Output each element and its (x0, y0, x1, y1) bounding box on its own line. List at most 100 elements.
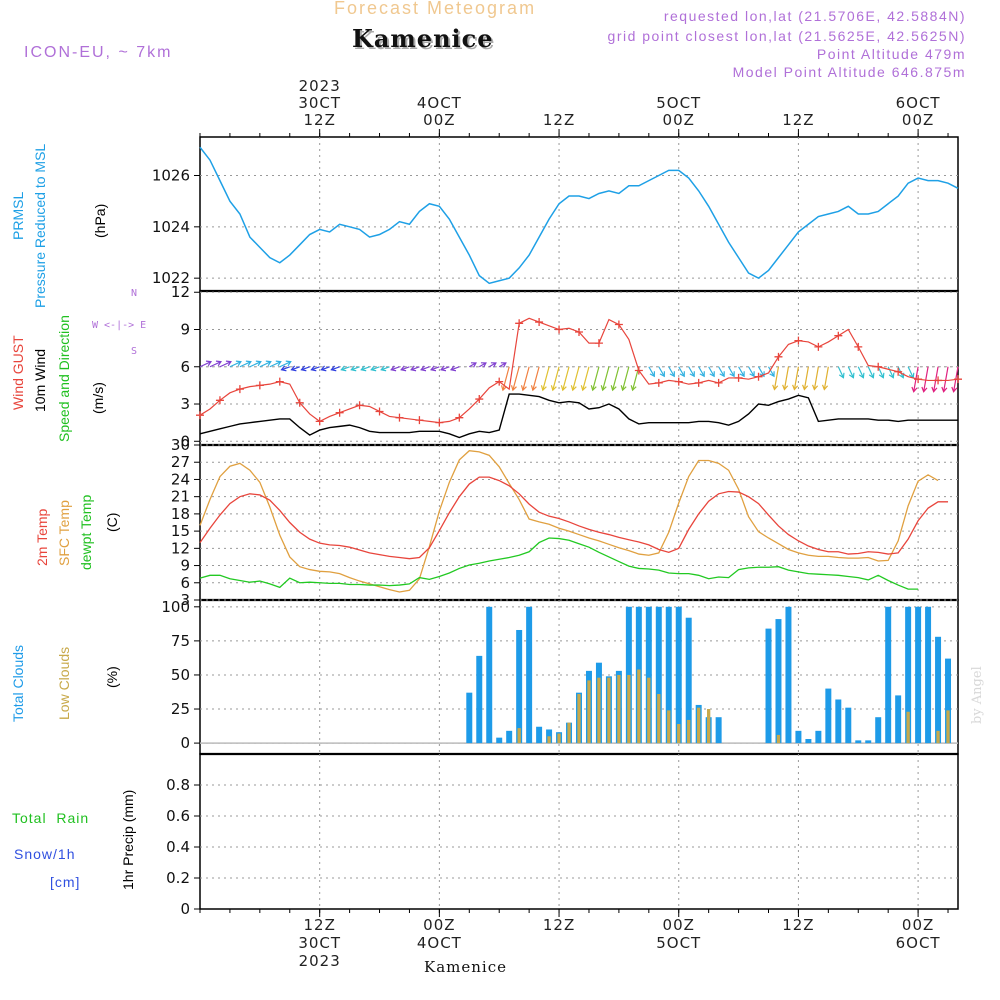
total-cloud-bar (795, 730, 802, 744)
wind-arrow-head (689, 371, 695, 378)
wind-arrow-head (265, 360, 272, 367)
wind-arrow-head (550, 385, 557, 392)
wind-arrow-head (205, 360, 213, 367)
low-cloud-bar (697, 707, 701, 744)
wind-direction-arrow (738, 366, 745, 377)
wind-arrow-head (380, 365, 387, 372)
wind-direction-arrow (440, 366, 450, 371)
wind-direction-arrow (793, 366, 800, 390)
prmsl-line (199, 146, 959, 285)
wind-direction-arrow (390, 366, 400, 371)
y-tick-label-3: 0 (180, 734, 190, 752)
y-tick-label-0: 1022 (152, 269, 190, 287)
wind-arrow-head (848, 372, 855, 379)
wind-arrow-head (280, 365, 287, 372)
wind-direction-arrow (783, 366, 790, 390)
wind-direction-arrow (450, 366, 460, 371)
bottom-time-label: 30CT (298, 934, 341, 952)
wind-direction-arrow (718, 366, 725, 377)
gust-marker (475, 395, 484, 404)
gust-marker (315, 417, 324, 426)
gust-marker (754, 372, 763, 381)
gust-marker (235, 385, 244, 394)
wind-arrow-head (729, 371, 735, 378)
bottom-time-label: 00Z (663, 916, 695, 934)
wind-direction-arrow (371, 366, 380, 371)
y-tick-label-4: 0.8 (166, 776, 190, 794)
y-tick-label-2: 9 (180, 557, 190, 575)
gust-marker (495, 377, 504, 386)
y-tick-label-2: 18 (171, 505, 190, 523)
wind-direction-arrow (279, 361, 292, 368)
total-cloud-bar (895, 695, 902, 744)
wind-arrow-head (510, 385, 517, 392)
model-altitude: Model Point Altitude 646.875m (732, 64, 966, 80)
wind-direction-arrow (311, 366, 320, 371)
total-cloud-bar (835, 699, 842, 744)
wind-arrow-head (245, 360, 252, 367)
panel-frame-4 (199, 753, 959, 910)
bottom-time-label: 12Z (543, 916, 575, 934)
total-cloud-bar (685, 617, 692, 744)
wind-direction-arrow (301, 366, 310, 371)
total-cloud-bar (476, 655, 483, 744)
compass-we: W <-|-> E (92, 320, 147, 331)
gust-marker (415, 416, 424, 425)
location-title: Kamenice (352, 24, 494, 53)
wind-direction-arrow (857, 366, 864, 378)
wind-arrow-head (480, 362, 487, 368)
total-cloud-bar (775, 619, 782, 744)
wind-direction-arrow (331, 366, 340, 371)
wind-arrow-head (610, 385, 617, 392)
gust-marker (575, 327, 583, 336)
wind-arrow-head (420, 365, 427, 372)
gust-marker (734, 373, 743, 382)
wind-arrow-head (330, 365, 337, 372)
panel-frame-2 (199, 444, 959, 601)
gust-marker (634, 366, 643, 375)
grid-point-coords: grid point closest lon,lat (21.5625E, 42… (607, 28, 966, 44)
wind-direction-arrow (847, 366, 854, 378)
wind-direction-arrow (430, 366, 440, 371)
y-tick-label-2: 21 (171, 488, 190, 506)
wind-arrow-head (500, 362, 507, 368)
wind-direction-arrow (400, 366, 410, 371)
gust-marker (295, 398, 304, 407)
wind-arrow-head (410, 365, 417, 372)
gust-marker (515, 319, 524, 328)
product-title: Forecast Meteogram (334, 0, 537, 18)
wind-direction-arrow (612, 366, 620, 391)
wind-arrow-head (255, 360, 262, 367)
wind-arrow-head (360, 365, 367, 372)
wind-arrow-head (951, 386, 958, 393)
wind-arrow-head (320, 365, 327, 372)
top-time-label: 5OCT (656, 94, 701, 112)
wind-direction-arrow (592, 366, 600, 391)
gust-marker (435, 418, 444, 427)
wind-arrow-head (792, 384, 799, 391)
wind-direction-arrow (907, 366, 914, 378)
gust-marker (255, 381, 264, 390)
low-cloud-bar (517, 728, 521, 744)
low-cloud-bar (617, 674, 621, 744)
wind-direction-arrow (943, 366, 949, 392)
requested-coords: requested lon,lat (21.5706E, 42.5884N) (663, 8, 966, 24)
y-tick-label-3: 50 (171, 666, 190, 684)
wind-arrow-head (858, 372, 865, 379)
gust-marker (934, 376, 943, 385)
wind-direction-arrow (678, 366, 685, 377)
wind-direction-arrow (582, 366, 590, 391)
wind-direction-arrow (341, 366, 350, 371)
wind-direction-arrow (748, 366, 755, 377)
gust-marker (654, 378, 663, 387)
wind-arrow-head (649, 371, 656, 378)
bottom-time-label: 00Z (423, 916, 455, 934)
gust-marker (674, 377, 683, 386)
gust-marker (375, 407, 384, 416)
y-tick-label-2: 24 (171, 470, 190, 488)
wind-arrow-head (769, 371, 775, 378)
y-tick-label-3: 100 (161, 598, 190, 616)
wind-direction-arrow (502, 366, 510, 391)
rain-label: Total Rain (12, 810, 90, 826)
wind-direction-arrow (291, 366, 300, 371)
